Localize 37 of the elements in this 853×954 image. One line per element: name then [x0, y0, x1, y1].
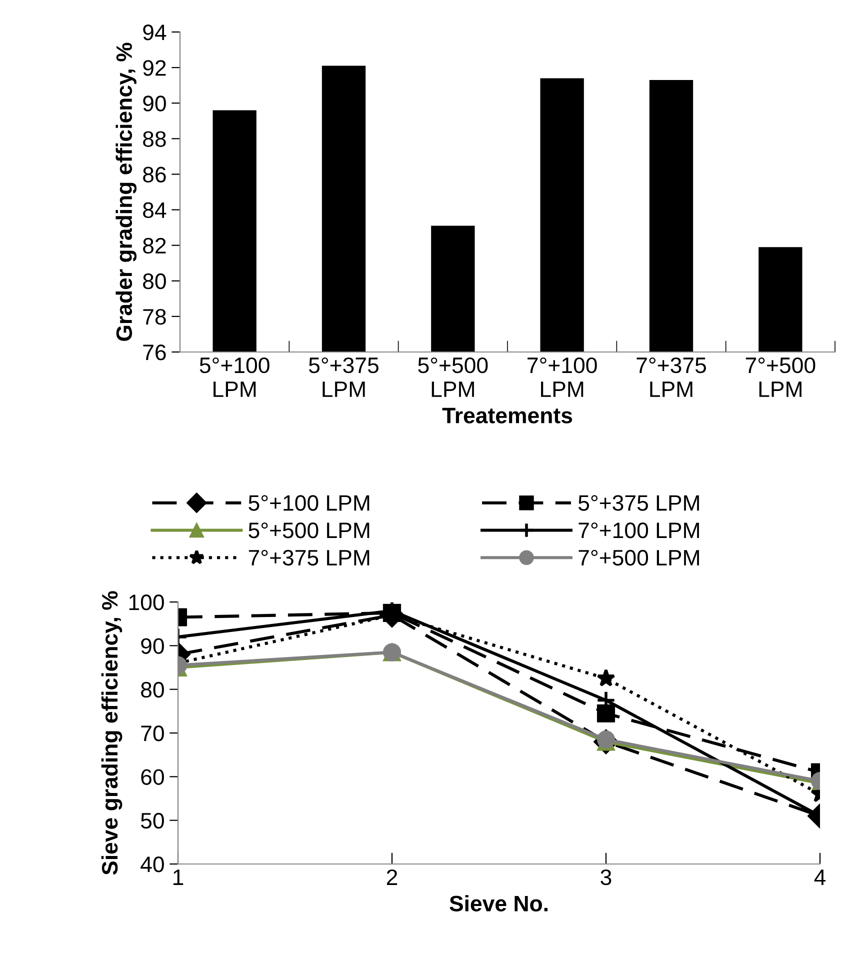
y-tick-label: 94	[143, 24, 166, 40]
legend-label: 7°+375 LPM	[248, 550, 370, 566]
y-tick-label: 82	[143, 238, 166, 254]
y-tick-label: 90	[141, 638, 164, 654]
y-tick-label: 50	[140, 812, 164, 829]
x-tick-label: 5°+100 LPM	[200, 357, 270, 397]
x-tick-label: 3	[600, 869, 612, 886]
x-axis-title: Treatements	[442, 408, 572, 424]
y-tick-label: 88	[143, 131, 166, 147]
y-tick-label: 80	[141, 682, 164, 698]
y-axis-title: Sieve grading efficiency, %	[101, 591, 122, 875]
y-tick-label: 76	[143, 344, 166, 360]
y-axis-title: Grader grading efficiency, %	[116, 42, 137, 341]
x-tick-label: 2	[386, 869, 398, 885]
y-tick-label: 92	[143, 60, 166, 76]
y-tick-label: 40	[140, 856, 164, 872]
legend-label: 7°+100 LPM	[578, 522, 699, 538]
y-tick-label: 86	[143, 166, 166, 182]
x-tick-label: 5°+375 LPM	[308, 357, 378, 397]
legend-label: 5°+375 LPM	[578, 495, 699, 511]
y-tick-label: 90	[143, 96, 166, 112]
y-tick-label: 84	[143, 202, 166, 218]
x-axis-title: Sieve No.	[450, 895, 548, 912]
x-tick-label: 7°+375 LPM	[636, 357, 706, 397]
x-tick-label: 1	[174, 870, 184, 885]
y-tick-label: 60	[141, 769, 164, 785]
y-tick-label: 80	[143, 273, 166, 290]
y-tick-label: 78	[143, 308, 166, 325]
legend-label: 5°+100 LPM	[248, 495, 370, 511]
y-tick-label: 100	[129, 594, 164, 610]
x-tick-label: 7°+100 LPM	[528, 357, 597, 397]
legend-label: 7°+500 LPM	[578, 550, 699, 566]
x-tick-label: 4	[814, 870, 826, 885]
y-tick-label: 70	[141, 726, 164, 742]
legend-label: 5°+500 LPM	[248, 522, 370, 538]
x-tick-label: 7°+500 LPM	[746, 357, 816, 397]
x-tick-label: 5°+500 LPM	[418, 357, 488, 397]
